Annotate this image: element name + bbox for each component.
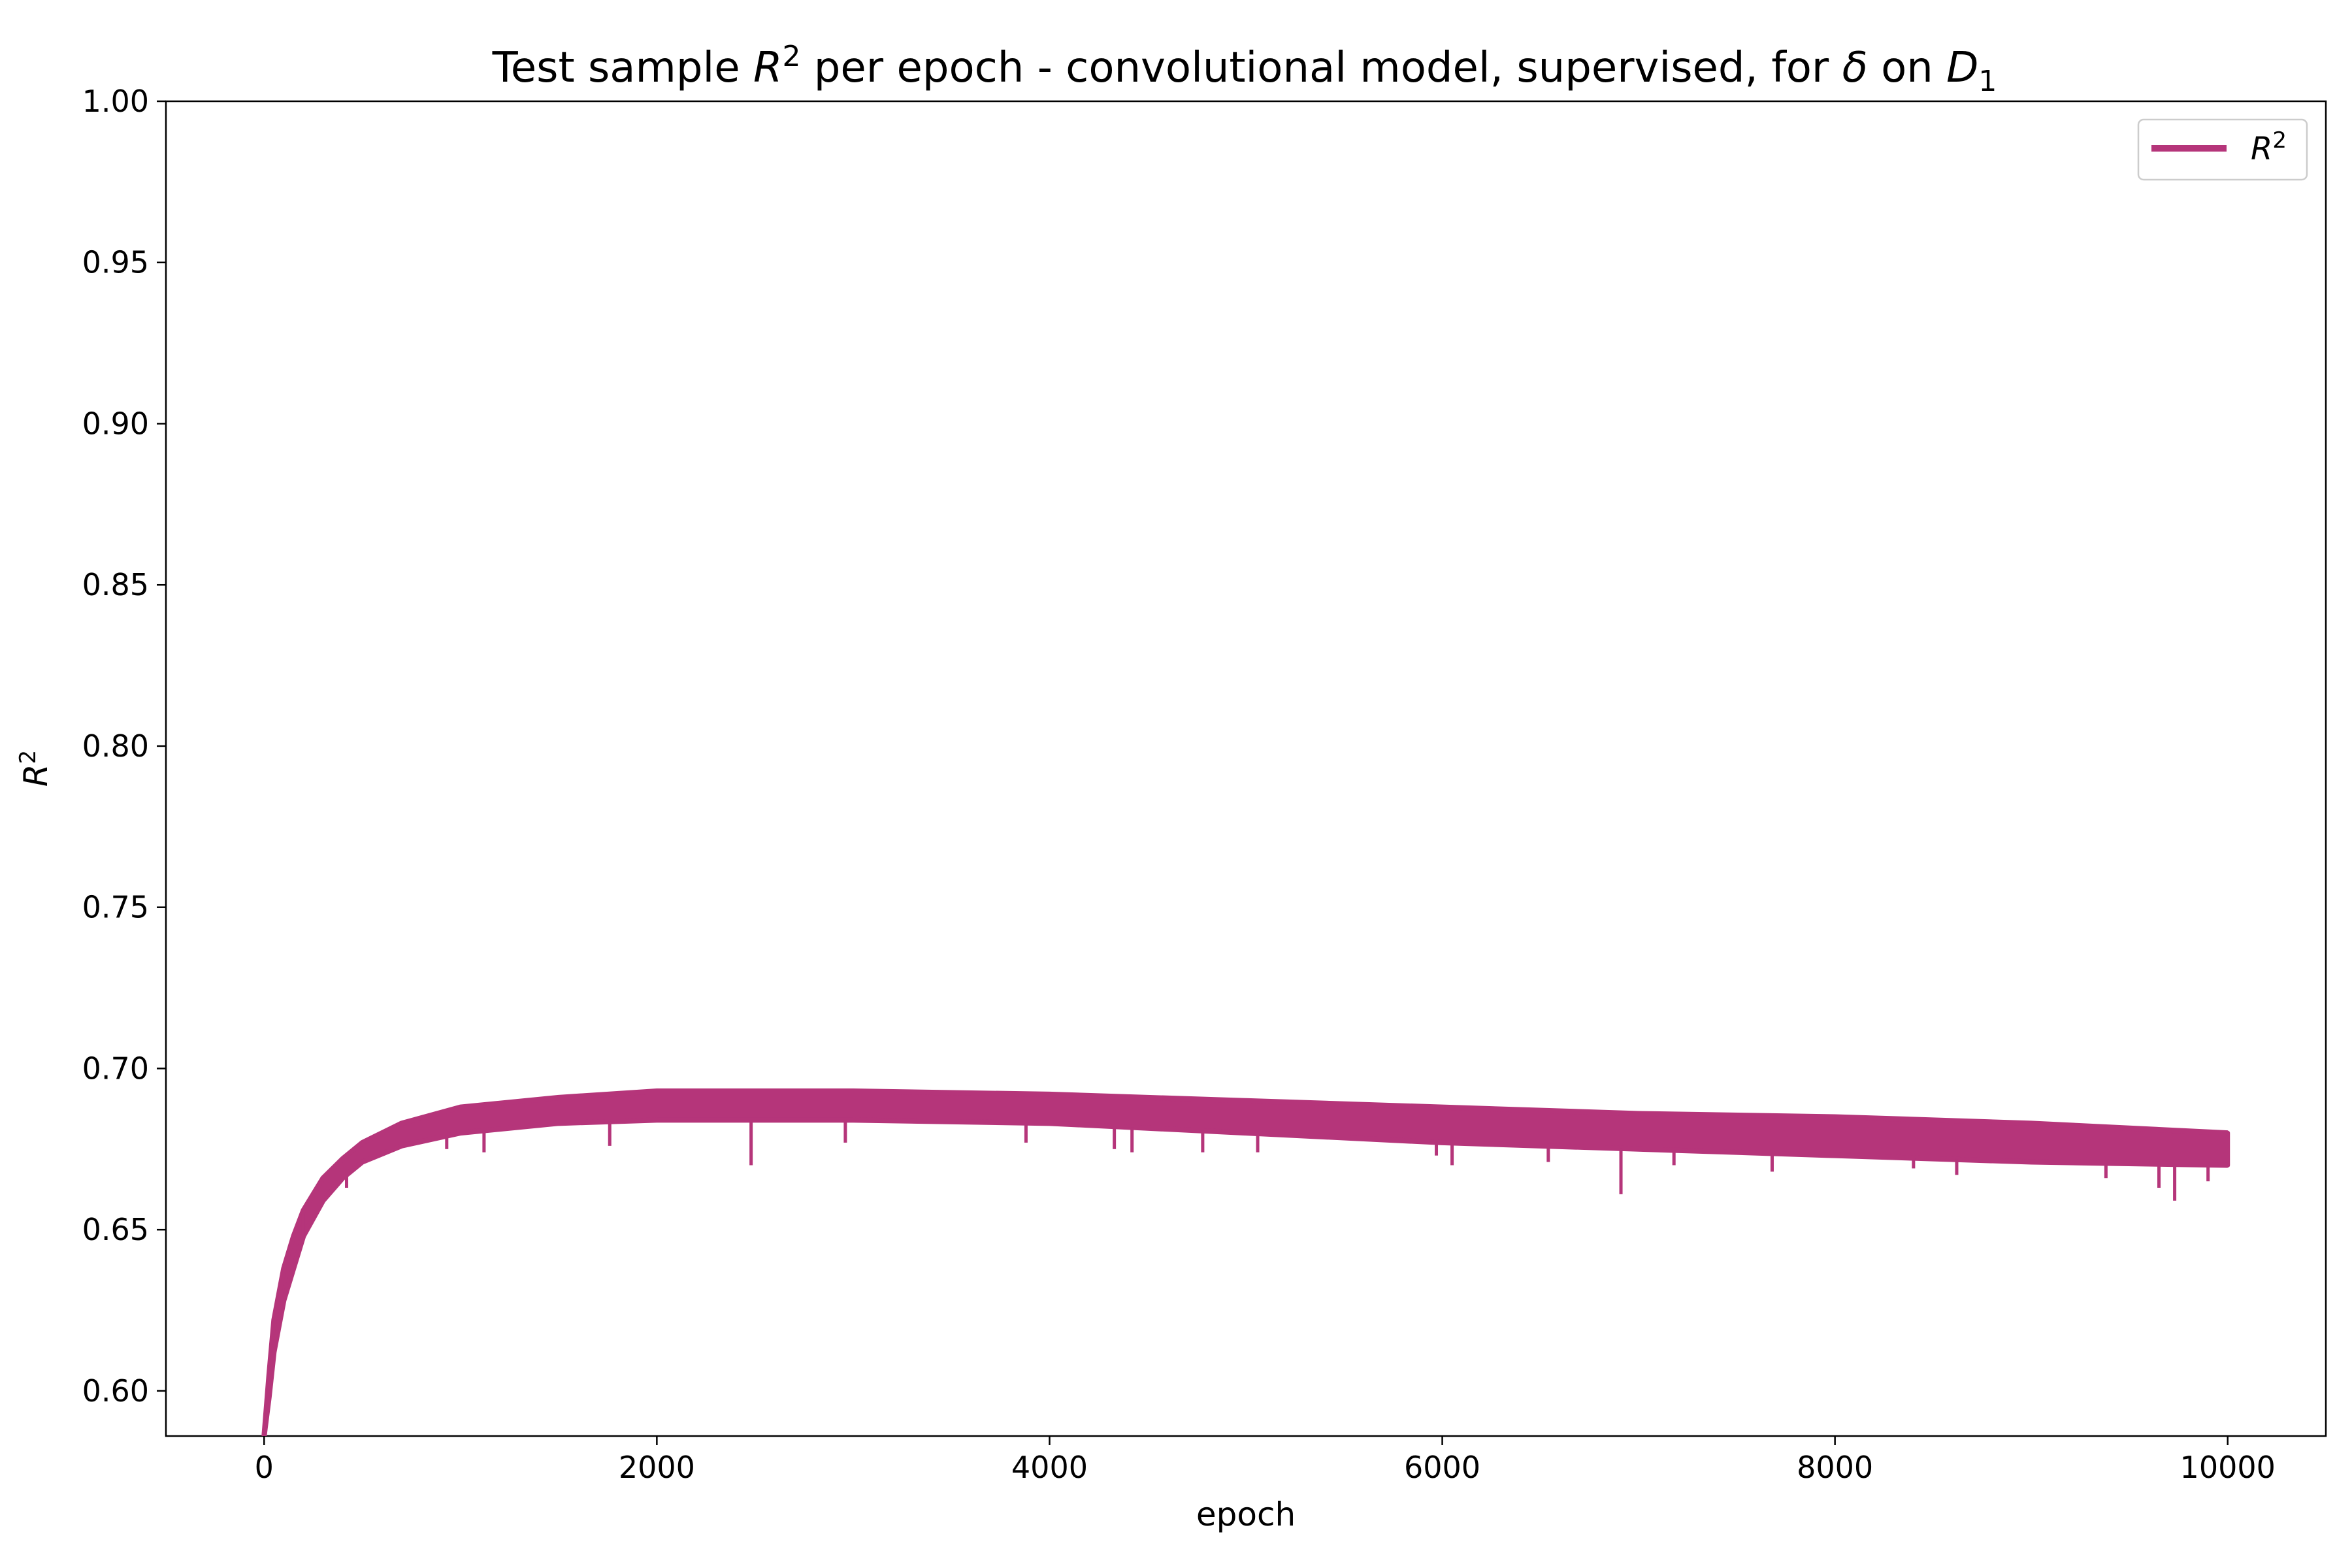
x-tick-label: 2000 [619,1450,695,1485]
chart-title-prefix: Test sample [492,44,753,92]
y-tick-label: 0.75 [82,890,149,925]
legend-label-sup: 2 [2272,127,2287,154]
y-tick-label: 0.85 [82,567,149,602]
x-tick-label: 8000 [1797,1450,1873,1485]
chart-title-on: on [1868,44,1946,92]
y-tick-label: 0.95 [82,245,149,280]
plot-frame [165,100,2327,1437]
y-tick-label: 0.80 [82,728,149,764]
series-r2-lower [261,1117,2228,1436]
legend-label: R2 [2251,127,2287,167]
chart-title-dsub: 1 [1978,65,1997,98]
x-tick-label: 0 [255,1450,274,1485]
x-axis: 0 2000 4000 6000 8000 10000 [255,1436,2276,1485]
legend: R2 [2137,118,2308,181]
y-axis-label-sup: 2 [15,750,41,764]
y-tick-label: 0.70 [82,1051,149,1086]
y-axis-label: R2 [15,750,55,787]
chart-title-dvar: D [1946,44,1978,92]
y-tick-label: 0.60 [82,1373,149,1409]
y-axis: 0.60 0.65 0.70 0.75 0.80 0.85 0.90 0.95 1.00 [82,84,166,1409]
chart-title-delta: δ [1842,44,1868,92]
chart-title-sup: 2 [782,40,800,73]
chart-title: Test sample R2 per epoch - convolutional… [492,40,1997,98]
y-axis-label-var: R [17,764,55,787]
x-tick-label: 4000 [1011,1450,1088,1485]
series-r2 [261,1088,2230,1436]
y-tick-label: 1.00 [82,84,149,119]
legend-label-var: R [2251,131,2272,167]
y-tick-label: 0.90 [82,406,149,441]
x-tick-label: 10000 [2180,1450,2276,1485]
chart-title-middle: per epoch - convolutional model, supervi… [800,44,1842,92]
chart-title-var: R [753,44,782,92]
series-r2-group [261,1088,2230,1436]
series-r2-upper [261,1088,2228,1436]
y-tick-label: 0.65 [82,1212,149,1247]
x-axis-label: epoch [1196,1495,1296,1533]
x-tick-label: 6000 [1404,1450,1480,1485]
